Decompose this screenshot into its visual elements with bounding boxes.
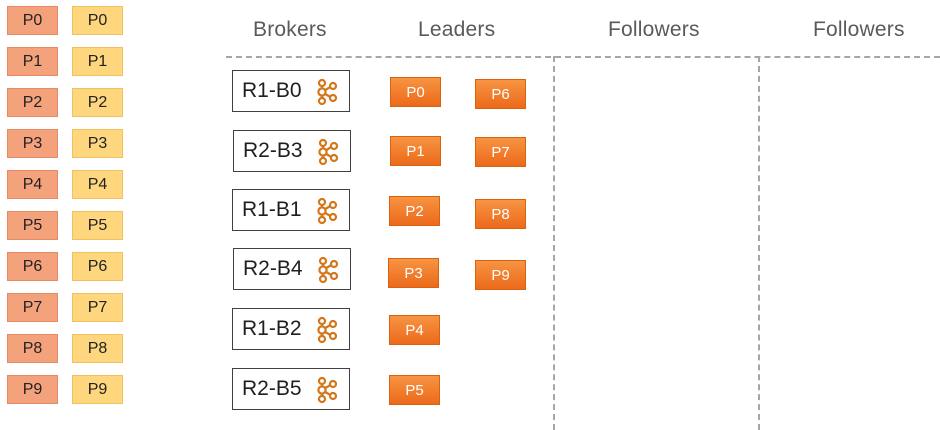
partition-p8: P8 <box>7 334 58 363</box>
leader-partition: P8 <box>475 199 526 229</box>
partition-p0: P0 <box>7 6 58 35</box>
leader-partition: P2 <box>389 196 440 226</box>
partition-p8: P8 <box>72 334 123 363</box>
kafka-icon <box>317 376 338 404</box>
leader-partition: P5 <box>389 375 440 405</box>
broker-box: R1-B0 <box>232 70 350 112</box>
kafka-icon <box>318 138 339 166</box>
partition-p1: P1 <box>7 47 58 76</box>
leader-partition: P0 <box>390 77 441 107</box>
partition-p4: P4 <box>7 170 58 199</box>
partition-p7: P7 <box>7 293 58 322</box>
partition-p9: P9 <box>72 375 123 404</box>
kafka-icon <box>317 78 338 106</box>
header-divider <box>226 56 940 58</box>
partition-p2: P2 <box>72 88 123 117</box>
broker-box: R2-B4 <box>233 248 351 290</box>
partition-p3: P3 <box>7 129 58 158</box>
broker-label: R1-B2 <box>242 317 302 340</box>
column-divider-2 <box>758 56 760 430</box>
header-followers-1: Followers <box>608 18 700 41</box>
leader-partition: P1 <box>390 136 441 166</box>
leader-partition: P7 <box>475 137 526 167</box>
broker-box: R2-B3 <box>233 130 351 172</box>
broker-label: R2-B3 <box>243 139 303 162</box>
header-brokers: Brokers <box>253 18 327 41</box>
partition-p7: P7 <box>72 293 123 322</box>
partition-p1: P1 <box>72 47 123 76</box>
broker-box: R1-B2 <box>232 308 350 350</box>
broker-label: R1-B1 <box>242 198 302 221</box>
partition-p5: P5 <box>7 211 58 240</box>
leader-partition: P3 <box>388 258 439 288</box>
partition-p4: P4 <box>72 170 123 199</box>
header-followers-2: Followers <box>813 18 905 41</box>
partition-p0: P0 <box>72 6 123 35</box>
partition-p5: P5 <box>72 211 123 240</box>
kafka-icon <box>317 316 338 344</box>
kafka-icon <box>318 256 339 284</box>
broker-box: R2-B5 <box>232 368 350 410</box>
partition-p3: P3 <box>72 129 123 158</box>
partition-p6: P6 <box>7 252 58 281</box>
broker-box: R1-B1 <box>232 189 350 231</box>
leader-partition: P9 <box>475 260 526 290</box>
partition-p9: P9 <box>7 375 58 404</box>
broker-label: R1-B0 <box>242 79 302 102</box>
column-divider-1 <box>553 56 555 430</box>
partition-p2: P2 <box>7 88 58 117</box>
broker-label: R2-B4 <box>243 257 303 280</box>
partition-p6: P6 <box>72 252 123 281</box>
kafka-icon <box>317 197 338 225</box>
leader-partition: P4 <box>389 315 440 345</box>
header-leaders: Leaders <box>418 18 496 41</box>
leader-partition: P6 <box>475 79 526 109</box>
broker-label: R2-B5 <box>242 377 302 400</box>
